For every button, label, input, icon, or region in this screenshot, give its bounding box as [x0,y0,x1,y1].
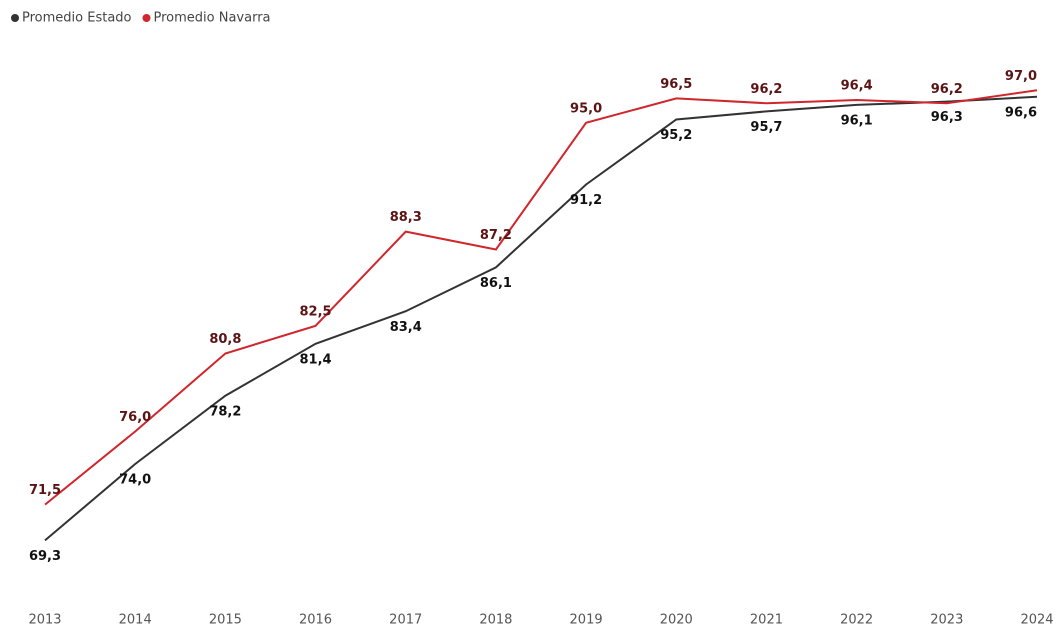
data-label: 80,8 [209,332,241,347]
data-label: 91,2 [570,193,602,208]
data-label: 71,5 [29,483,61,498]
data-label: 96,2 [931,82,963,97]
data-label: 81,4 [300,352,332,367]
data-label: 95,0 [570,101,602,116]
data-label: 69,3 [29,549,61,564]
x-tick-label: 2019 [570,613,603,628]
data-label: 86,1 [480,276,512,291]
data-label: 96,6 [1005,105,1037,120]
data-label: 88,3 [390,210,422,225]
series-line [44,95,1038,542]
legend-marker [11,14,19,22]
legend-label: Promedio Estado [22,11,132,26]
x-tick-label: 2022 [840,613,873,628]
data-label: 96,3 [931,110,963,125]
series-line [44,89,1038,506]
x-tick-label: 2024 [1020,613,1053,628]
x-tick-label: 2017 [389,613,422,628]
data-label: 96,5 [660,77,692,92]
data-label: 95,7 [750,120,782,135]
x-tick-label: 2016 [299,613,332,628]
x-tick-label: 2013 [28,613,61,628]
legend-label: Promedio Navarra [154,11,271,26]
x-tick-label: 2018 [479,613,512,628]
x-tick-label: 2020 [660,613,693,628]
x-tick-label: 2023 [930,613,963,628]
x-tick-label: 2021 [750,613,783,628]
x-tick-label: 2014 [119,613,152,628]
data-label: 96,1 [841,113,873,128]
x-tick-label: 2015 [209,613,242,628]
data-label: 96,2 [750,82,782,97]
data-label: 83,4 [390,320,422,335]
legend-marker [142,14,151,22]
data-label: 95,2 [660,128,692,143]
data-label: 76,0 [119,410,151,425]
data-label: 82,5 [300,304,332,319]
data-label: 78,2 [209,404,241,419]
data-label: 74,0 [119,473,151,488]
data-label: 96,4 [841,79,873,94]
data-label: 97,0 [1005,69,1037,84]
data-label: 87,2 [480,228,512,243]
